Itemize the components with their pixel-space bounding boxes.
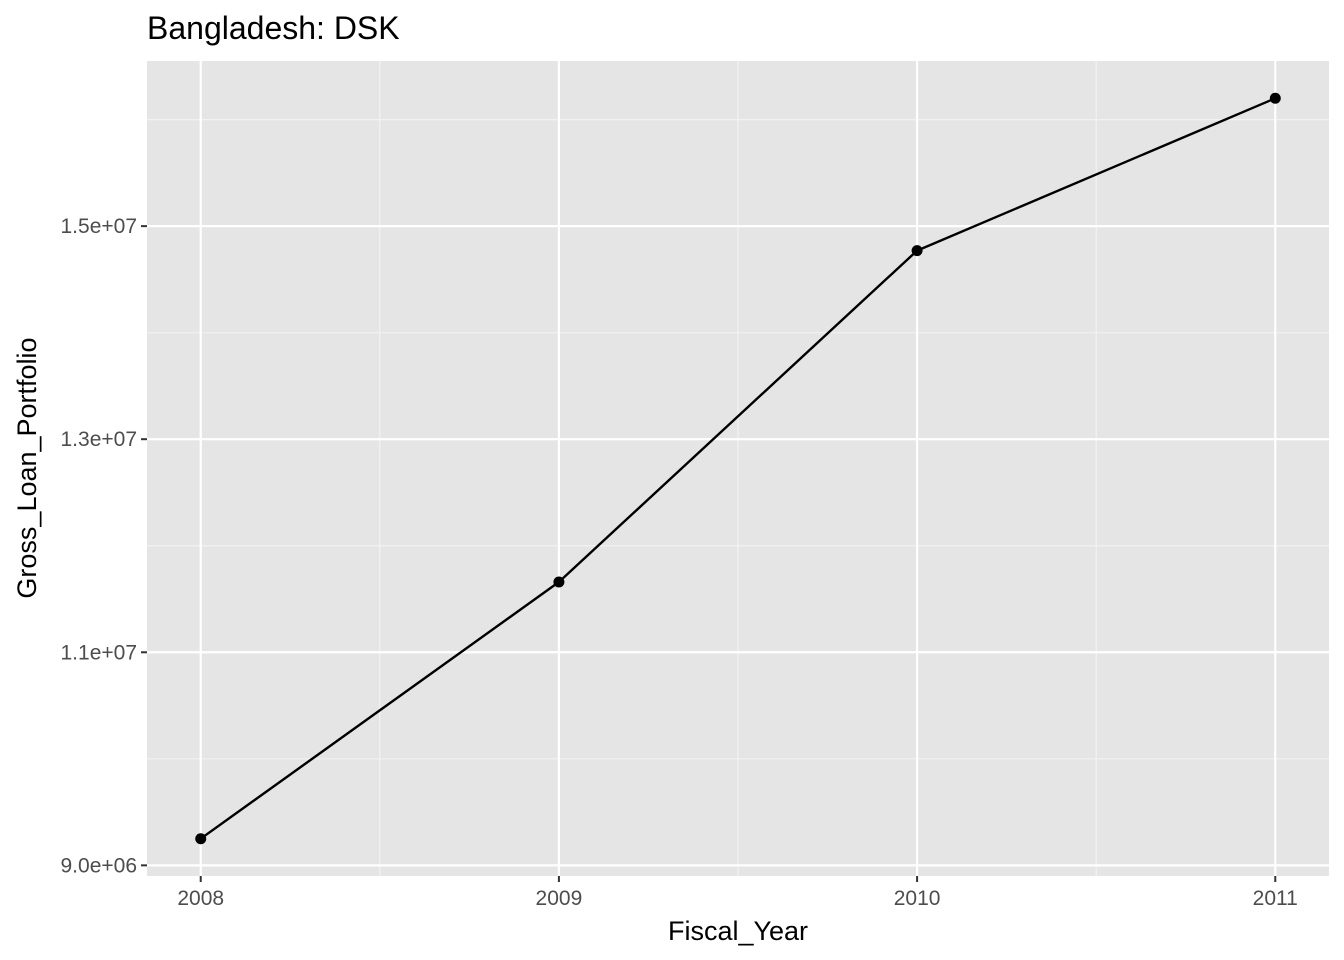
x-tick-label: 2009 xyxy=(536,887,583,910)
data-point xyxy=(911,245,923,257)
y-axis: 9.0e+06 1.1e+07 1.3e+07 1.5e+07 xyxy=(61,215,147,877)
chart-title: Bangladesh: DSK xyxy=(147,10,400,46)
y-axis-title: Gross_Loan_Portfolio xyxy=(12,337,42,598)
series-layer xyxy=(195,92,1281,845)
data-point xyxy=(553,576,565,588)
major-gridlines xyxy=(147,61,1329,876)
data-point xyxy=(195,833,207,845)
minor-gridlines xyxy=(147,61,1329,876)
x-axis-title: Fiscal_Year xyxy=(668,916,808,946)
x-tick-label: 2010 xyxy=(894,887,941,910)
data-point xyxy=(1269,92,1281,104)
y-tick-label: 1.3e+07 xyxy=(61,428,138,451)
x-tick-label: 2011 xyxy=(1253,887,1298,910)
x-tick-label: 2008 xyxy=(177,887,224,910)
y-tick-label: 9.0e+06 xyxy=(61,854,138,877)
series-line xyxy=(200,97,1276,840)
y-tick-label: 1.5e+07 xyxy=(61,215,138,238)
y-tick-label: 1.1e+07 xyxy=(61,641,138,664)
x-axis: 2008 2009 2010 2011 xyxy=(177,876,1298,910)
